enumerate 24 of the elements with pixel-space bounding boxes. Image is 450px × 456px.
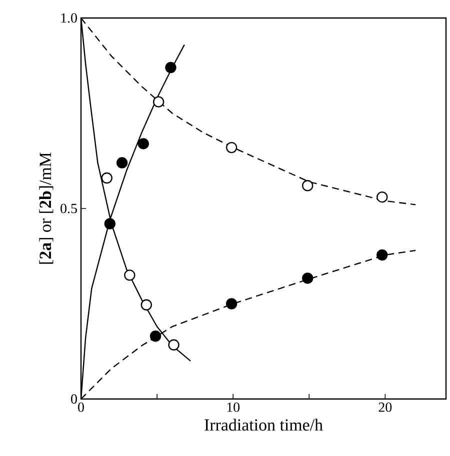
point	[226, 142, 238, 154]
y-tick-label: 1.0	[61, 13, 77, 23]
point	[302, 180, 314, 192]
y-tick-label: 0.5	[60, 204, 77, 214]
point	[152, 96, 164, 108]
point	[150, 330, 162, 342]
x-tick-label: 0	[78, 402, 84, 412]
point	[168, 339, 180, 350]
x-tick-label: 20	[378, 402, 392, 412]
x-tick-label: 10	[227, 402, 240, 412]
point	[101, 172, 112, 184]
y-tick-label: 0	[71, 394, 77, 404]
x-axis-title: Irradiation time/h	[204, 418, 323, 431]
point	[104, 218, 116, 230]
point	[376, 249, 388, 261]
point	[116, 157, 128, 168]
point	[165, 62, 176, 74]
point	[376, 191, 388, 203]
y-axis-title: [2a] or [2b]/mM	[39, 152, 54, 264]
point	[140, 299, 152, 310]
point	[124, 270, 136, 281]
point	[302, 272, 314, 284]
point	[138, 138, 149, 150]
point	[226, 298, 238, 310]
